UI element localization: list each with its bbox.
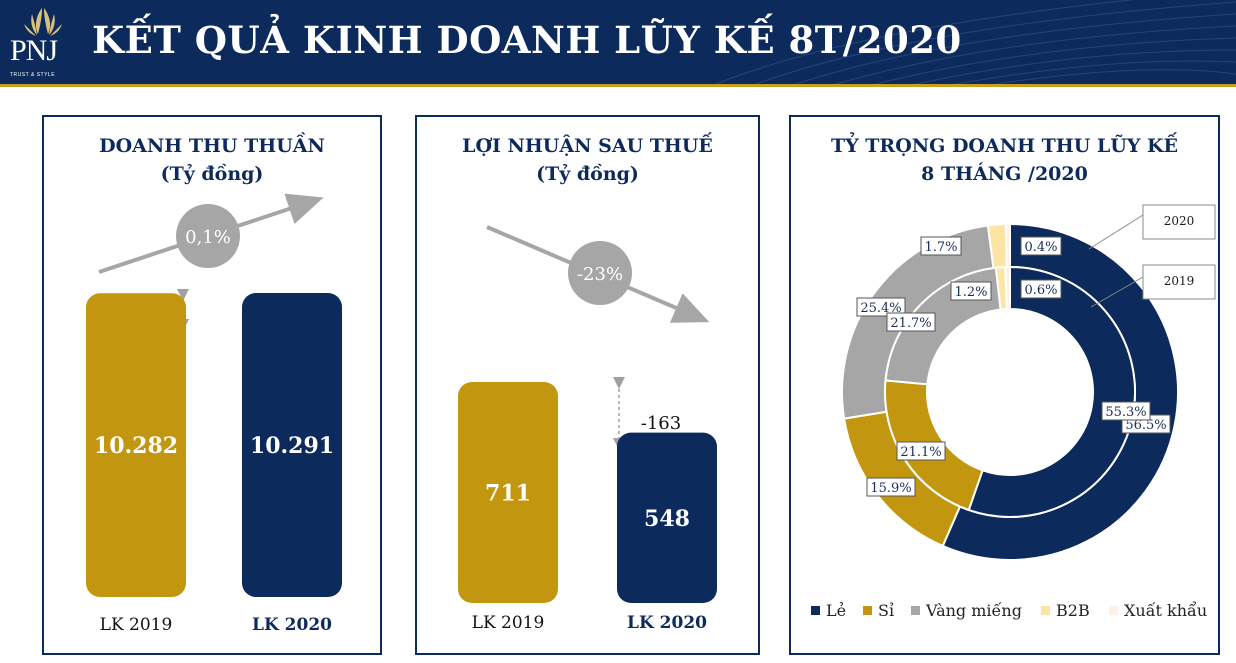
- bar-value-label: 711: [485, 481, 531, 507]
- header-divider: [0, 84, 1236, 87]
- donut-value-label: 21.1%: [900, 445, 941, 460]
- legend-label: Xuất khẩu: [1124, 601, 1207, 620]
- donut-label-box: [856, 297, 906, 317]
- donut-value-label: 1.7%: [924, 240, 957, 255]
- category-label: LK 2019: [100, 615, 173, 635]
- donut-label-box: [896, 441, 946, 461]
- legend-label: Lẻ: [826, 601, 846, 620]
- inner-ring-2019-slice-4: [1004, 265, 1011, 311]
- header: PNJ TRUST & STYLE KẾT QUẢ KINH DOANH LŨY…: [0, 0, 1236, 84]
- category-label: LK 2020: [627, 613, 707, 633]
- category-label: LK 2020: [252, 615, 332, 635]
- donut-label-box: [1101, 401, 1151, 421]
- callout-line-2020: [1088, 214, 1144, 250]
- outer-ring-2020-slice-4: [1004, 222, 1011, 269]
- donut-label-box: [920, 236, 962, 256]
- profit-title: LỢI NHUẬN SAU THUẾ: [462, 135, 713, 157]
- donut-value-label: 0.6%: [1024, 283, 1057, 298]
- logo-tagline: TRUST & STYLE: [10, 72, 56, 78]
- legend-label: B2B: [1056, 601, 1090, 620]
- change-circle: [568, 241, 632, 305]
- share-title: TỶ TRỌNG DOANH THU LŨY KẾ: [830, 135, 1179, 157]
- callout-box-2020: [1142, 204, 1216, 240]
- logo-text: PNJ: [10, 34, 58, 67]
- legend-swatch: [1109, 606, 1118, 615]
- legend-label: Vàng miếng: [925, 601, 1022, 620]
- pnj-logo: [24, 8, 62, 36]
- donut-value-label: 1.2%: [954, 285, 987, 300]
- page-title: KẾT QUẢ KINH DOANH LŨY KẾ 8T/2020: [92, 18, 962, 62]
- diff-label: -163: [641, 413, 681, 434]
- header-decoration: [715, 0, 1236, 84]
- donut-value-label: 25.4%: [860, 301, 901, 316]
- change-pct-label: -23%: [577, 264, 623, 285]
- legend-label: Sỉ: [878, 601, 894, 620]
- revenue-unit: (Tỷ đồng): [160, 163, 264, 185]
- bar-value-label: 10.291: [250, 433, 334, 459]
- donut-label-box: [1020, 279, 1062, 299]
- legend-swatch: [911, 606, 920, 615]
- donut-value-label: 15.9%: [870, 481, 911, 496]
- change-circle: [176, 204, 240, 268]
- legend-swatch: [863, 606, 872, 615]
- profit-unit: (Tỷ đồng): [536, 163, 639, 185]
- callout-label-2020: 2020: [1164, 214, 1195, 228]
- callout-line-2019: [1090, 276, 1144, 308]
- legend-swatch: [1041, 606, 1050, 615]
- share-subtitle: 8 THÁNG /2020: [921, 163, 1088, 185]
- profit-chart: -23% -163 711 LK 2019 548 LK 2020: [458, 225, 717, 633]
- callout-label-2019: 2019: [1164, 274, 1195, 288]
- donut-label-box: [886, 312, 936, 332]
- donut-value-label: 56.5%: [1125, 418, 1166, 433]
- bar-2020: [617, 432, 717, 603]
- donut-label-box: [950, 281, 992, 301]
- bar-value-label: 10.282: [94, 433, 178, 459]
- bar-2020: [242, 293, 342, 597]
- inner-ring-2019-slice-0: [967, 265, 1136, 518]
- change-pct-label: 0,1%: [185, 227, 231, 248]
- share-donut-chart: 56.5% 15.9% 25.4% 1.7% 0.4% 55.3% 21.1% 21.7% 1.…: [811, 204, 1216, 620]
- donut-value-label: 55.3%: [1105, 405, 1146, 420]
- category-label: LK 2019: [472, 613, 545, 633]
- legend-swatch: [811, 606, 820, 615]
- bar-value-label: 548: [644, 506, 690, 532]
- share-panel: TỶ TRỌNG DOANH THU LŨY KẾ 8 THÁNG /2020 …: [789, 115, 1220, 655]
- revenue-title: DOANH THU THUẦN: [99, 135, 325, 157]
- donut-label-box: [866, 477, 916, 497]
- callout-box-2019: [1142, 264, 1216, 300]
- donut-value-label: 0.4%: [1024, 240, 1057, 255]
- bar-2019: [86, 293, 186, 597]
- donut-value-label: 21.7%: [890, 316, 931, 331]
- donut-label-box: [1020, 236, 1062, 256]
- profit-panel: LỢI NHUẬN SAU THUẾ (Tỷ đồng) -23% -163 7…: [415, 115, 760, 655]
- revenue-panel: DOANH THU THUẦN (Tỷ đồng) 0,1% +9 10.282…: [42, 115, 382, 655]
- bar-2019: [458, 382, 558, 603]
